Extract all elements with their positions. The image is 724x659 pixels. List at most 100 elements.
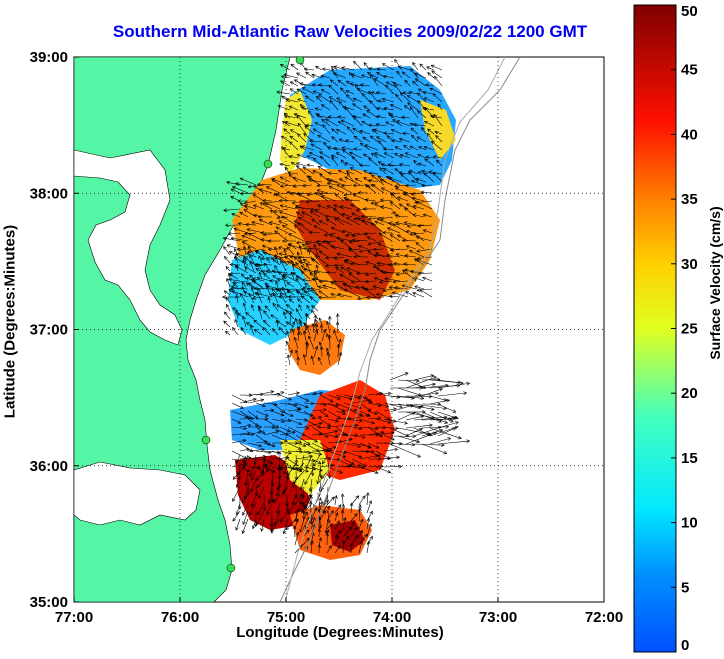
velocity-vector <box>322 285 337 290</box>
velocity-vector-head <box>258 307 260 312</box>
velocity-vector-head <box>289 141 291 146</box>
velocity-vector <box>247 431 262 436</box>
velocity-vector <box>272 302 279 312</box>
velocity-vector <box>245 224 257 226</box>
velocity-vector-head <box>311 323 314 328</box>
velocity-vector <box>328 172 339 175</box>
velocity-vector <box>319 280 337 282</box>
velocity-vector-head <box>294 464 298 467</box>
velocity-vector <box>283 462 289 475</box>
velocity-vector-head <box>340 504 342 509</box>
velocity-vector-head <box>336 495 338 499</box>
velocity-vector-head <box>244 257 247 261</box>
velocity-vector-head <box>322 329 326 333</box>
velocity-vector <box>317 134 331 143</box>
velocity-vector <box>417 272 433 275</box>
velocity-vector-head <box>323 232 328 236</box>
velocity-vector-head <box>286 330 288 335</box>
velocity-vector <box>413 383 436 389</box>
velocity-vector-head <box>288 174 291 178</box>
velocity-vector-head <box>319 528 322 533</box>
velocity-vector <box>255 402 266 407</box>
velocity-vector-head <box>397 196 401 200</box>
velocity-vector-head <box>393 261 397 264</box>
velocity-vector-head <box>353 183 357 186</box>
velocity-vector <box>408 91 419 95</box>
velocity-vector-head <box>365 184 368 188</box>
velocity-vector-head <box>342 229 346 232</box>
velocity-vector-head <box>284 248 287 252</box>
velocity-vector <box>231 290 249 298</box>
velocity-vector <box>302 279 313 282</box>
velocity-vector <box>279 426 291 432</box>
velocity-vector-head <box>349 152 352 156</box>
velocity-vector <box>255 434 271 446</box>
velocity-vector <box>404 255 417 258</box>
velocity-vector-head <box>309 139 313 142</box>
velocity-vector-head <box>330 399 334 403</box>
velocity-vector-head <box>341 183 345 187</box>
velocity-vector <box>279 466 298 469</box>
velocity-vector-head <box>271 425 276 428</box>
velocity-vector <box>336 184 353 194</box>
velocity-vector-head <box>266 444 271 446</box>
velocity-vector-head <box>253 286 258 289</box>
velocity-vector <box>296 462 305 471</box>
velocity-vector-head <box>229 262 234 265</box>
velocity-vector-head <box>329 234 332 238</box>
velocity-vector-head <box>249 415 252 419</box>
velocity-vector-head <box>287 246 291 249</box>
velocity-vector <box>417 224 433 227</box>
velocity-vector-head <box>267 452 272 455</box>
velocity-vector <box>226 244 241 250</box>
velocity-vector-head <box>283 471 287 475</box>
velocity-vector <box>437 382 470 389</box>
velocity-vector-head <box>337 121 341 125</box>
velocity-vector-head <box>417 225 421 228</box>
velocity-vector-head <box>278 271 280 276</box>
velocity-vector-head <box>374 254 378 258</box>
velocity-vector-head <box>394 84 396 88</box>
velocity-vector <box>336 97 347 103</box>
velocity-vector <box>309 232 321 234</box>
velocity-vector <box>255 450 272 454</box>
velocity-vector-head <box>433 155 437 157</box>
velocity-vector-head <box>263 203 267 205</box>
velocity-vector <box>341 147 355 151</box>
velocity-vector-head <box>280 184 284 187</box>
velocity-vector-head <box>314 270 318 274</box>
velocity-vector-head <box>317 165 321 170</box>
velocity-vector <box>399 163 411 167</box>
velocity-vector-head <box>242 246 245 250</box>
velocity-vector <box>406 245 417 250</box>
velocity-vector <box>252 296 265 299</box>
velocity-vector <box>359 164 371 167</box>
velocity-vector-head <box>352 114 356 117</box>
velocity-vector-head <box>415 258 419 262</box>
velocity-vector-head <box>249 261 253 264</box>
velocity-vector-head <box>314 323 316 328</box>
velocity-vector-head <box>251 504 255 508</box>
chart-title: Southern Mid-Atlantic Raw Velocities 200… <box>112 22 588 41</box>
velocity-vector-head <box>429 424 433 428</box>
velocity-vector <box>361 286 377 298</box>
velocity-vector <box>327 440 342 444</box>
velocity-vector <box>427 133 435 143</box>
velocity-vector-head <box>466 439 470 442</box>
velocity-vector <box>340 87 347 95</box>
velocity-vector-head <box>285 98 289 102</box>
velocity-vector-head <box>403 263 407 266</box>
velocity-vector <box>232 280 249 284</box>
velocity-vector-head <box>271 179 274 183</box>
velocity-vector <box>348 247 361 258</box>
velocity-vector-head <box>358 245 362 249</box>
velocity-vector-head <box>235 511 237 516</box>
velocity-vector <box>278 327 287 336</box>
velocity-vector <box>350 204 361 210</box>
velocity-vector <box>293 184 305 187</box>
velocity-vector <box>378 232 393 242</box>
velocity-vector-head <box>298 320 302 324</box>
velocity-vector-head <box>318 416 322 420</box>
velocity-vector <box>271 418 285 423</box>
velocity-vector-head <box>280 441 284 444</box>
